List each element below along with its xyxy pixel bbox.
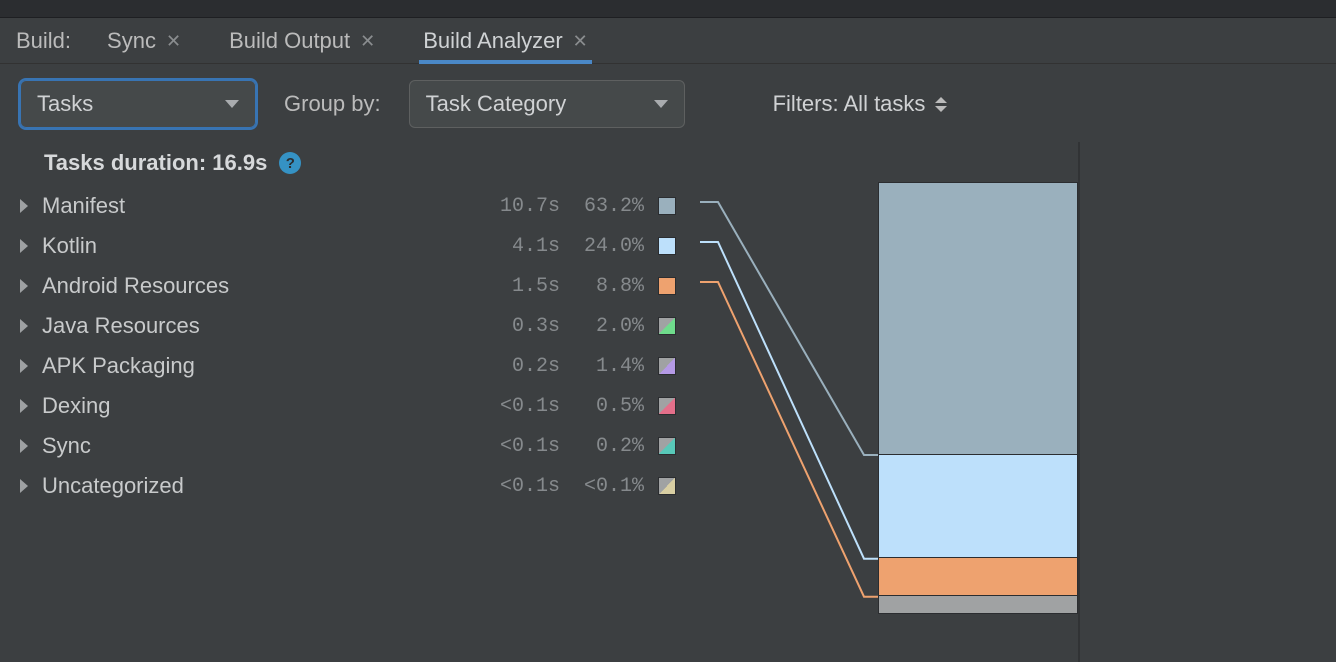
bar-segment [879, 183, 1077, 455]
color-swatch [658, 477, 676, 495]
task-name: Uncategorized [42, 473, 472, 499]
build-label: Build: [16, 28, 71, 54]
sort-icon [935, 97, 947, 112]
tab-label: Build Analyzer [423, 28, 562, 54]
task-name: Java Resources [42, 313, 472, 339]
tab-build-analyzer[interactable]: Build Analyzer ✕ [423, 18, 588, 63]
task-percent: <0.1% [564, 475, 644, 498]
color-swatch [658, 237, 676, 255]
filters-dropdown[interactable]: Filters: All tasks [773, 91, 948, 117]
groupby-label: Group by: [284, 91, 381, 117]
chevron-right-icon[interactable] [20, 239, 28, 253]
task-name: APK Packaging [42, 353, 472, 379]
tab-label: Sync [107, 28, 156, 54]
chevron-down-icon [225, 100, 239, 108]
task-percent: 0.5% [564, 395, 644, 418]
chevron-right-icon[interactable] [20, 199, 28, 213]
bar-segment [879, 596, 1077, 613]
task-name: Sync [42, 433, 472, 459]
task-duration: 4.1s [472, 235, 560, 258]
tab-build-output[interactable]: Build Output ✕ [229, 18, 375, 63]
help-icon[interactable]: ? [279, 152, 301, 174]
task-name: Manifest [42, 193, 472, 219]
close-icon[interactable]: ✕ [360, 32, 375, 50]
bar-segment [879, 455, 1077, 558]
bar-segment [879, 558, 1077, 596]
chevron-right-icon[interactable] [20, 319, 28, 333]
groupby-select[interactable]: Task Category [409, 80, 685, 128]
task-duration: <0.1s [472, 475, 560, 498]
view-select[interactable]: Tasks [20, 80, 256, 128]
tasks-duration-heading: Tasks duration: 16.9s ? [0, 146, 1078, 186]
filters-label: Filters: All tasks [773, 91, 926, 117]
chevron-right-icon[interactable] [20, 279, 28, 293]
tab-sync[interactable]: Sync ✕ [107, 18, 181, 63]
groupby-select-value: Task Category [426, 91, 567, 117]
task-percent: 1.4% [564, 355, 644, 378]
chevron-right-icon[interactable] [20, 479, 28, 493]
task-percent: 2.0% [564, 315, 644, 338]
tasks-duration-text: Tasks duration: 16.9s [44, 150, 267, 176]
window-top-strip [0, 0, 1336, 18]
color-swatch [658, 437, 676, 455]
color-swatch [658, 277, 676, 295]
task-name: Dexing [42, 393, 472, 419]
right-panel [1080, 142, 1336, 662]
color-swatch [658, 317, 676, 335]
color-swatch [658, 397, 676, 415]
task-percent: 63.2% [564, 195, 644, 218]
task-duration: <0.1s [472, 395, 560, 418]
chevron-right-icon[interactable] [20, 399, 28, 413]
main-area: Tasks duration: 16.9s ? Manifest10.7s63.… [0, 142, 1336, 662]
close-icon[interactable]: ✕ [573, 32, 588, 50]
close-icon[interactable]: ✕ [166, 32, 181, 50]
color-swatch [658, 357, 676, 375]
task-duration: 0.3s [472, 315, 560, 338]
chevron-right-icon[interactable] [20, 359, 28, 373]
task-name: Android Resources [42, 273, 472, 299]
task-percent: 24.0% [564, 235, 644, 258]
build-tabbar: Build: Sync ✕ Build Output ✕ Build Analyzer ✕ [0, 18, 1336, 64]
task-duration: 10.7s [472, 195, 560, 218]
chevron-right-icon[interactable] [20, 439, 28, 453]
task-name: Kotlin [42, 233, 472, 259]
tab-label: Build Output [229, 28, 350, 54]
left-panel: Tasks duration: 16.9s ? Manifest10.7s63.… [0, 142, 1080, 662]
view-select-value: Tasks [37, 91, 93, 117]
task-duration: <0.1s [472, 435, 560, 458]
controls-row: Tasks Group by: Task Category Filters: A… [0, 64, 1336, 142]
task-percent: 8.8% [564, 275, 644, 298]
task-duration: 0.2s [472, 355, 560, 378]
task-duration: 1.5s [472, 275, 560, 298]
task-percent: 0.2% [564, 435, 644, 458]
color-swatch [658, 197, 676, 215]
chevron-down-icon [654, 100, 668, 108]
stacked-bar-chart [878, 182, 1078, 614]
